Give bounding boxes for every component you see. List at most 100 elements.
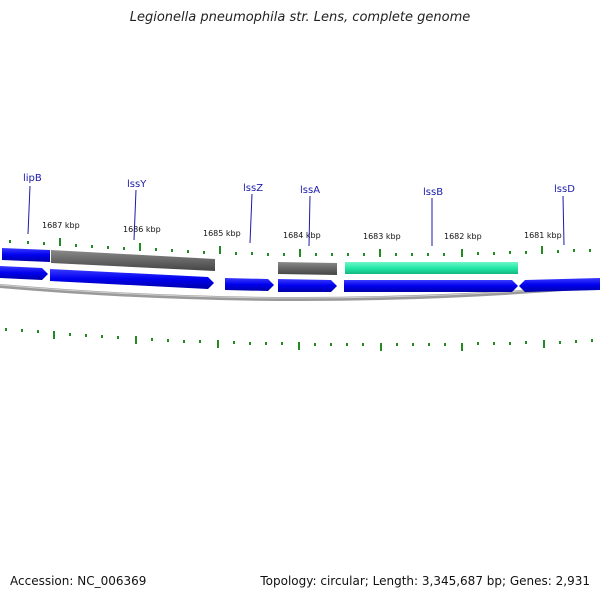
map-title: Legionella pneumophila str. Lens, comple… bbox=[129, 10, 471, 25]
tick-mark bbox=[299, 249, 301, 257]
tick-mark bbox=[379, 249, 381, 257]
gene-arrow[interactable] bbox=[278, 279, 337, 292]
tick-mark bbox=[575, 340, 577, 343]
tick-mark bbox=[380, 343, 382, 351]
genome-backbone-highlight bbox=[0, 284, 600, 299]
kbp-label: 1686 kbp bbox=[123, 225, 161, 234]
tick-mark bbox=[91, 245, 93, 248]
tick-mark bbox=[101, 335, 103, 338]
lower-strand-genes bbox=[0, 266, 600, 292]
tick-mark bbox=[477, 252, 479, 255]
tick-mark bbox=[411, 253, 413, 256]
tick-mark bbox=[315, 253, 317, 256]
tick-mark bbox=[233, 341, 235, 344]
tick-mark bbox=[167, 339, 169, 342]
tick-mark bbox=[509, 342, 511, 345]
genome-backbone bbox=[0, 284, 600, 301]
tick-mark bbox=[493, 342, 495, 345]
kbp-label: 1687 kbp bbox=[42, 221, 80, 230]
tick-mark bbox=[53, 331, 55, 339]
tick-mark bbox=[43, 242, 45, 245]
tick-mark bbox=[559, 341, 561, 344]
kbp-label: 1681 kbp bbox=[524, 231, 562, 240]
leader-line bbox=[249, 193, 253, 244]
tick-mark bbox=[525, 341, 527, 344]
tick-mark bbox=[543, 340, 545, 348]
gene-label-lssA: lssA bbox=[300, 185, 320, 196]
accession-label: Accession: NC_006369 bbox=[10, 574, 147, 588]
tick-mark bbox=[493, 252, 495, 255]
leader-line bbox=[562, 195, 565, 246]
tick-mark bbox=[573, 249, 575, 252]
tick-mark bbox=[37, 330, 39, 333]
tick-mark bbox=[443, 253, 445, 256]
tick-mark bbox=[298, 342, 300, 350]
tick-mark bbox=[187, 250, 189, 253]
kbp-label: 1683 kbp bbox=[363, 232, 401, 241]
tick-mark bbox=[347, 253, 349, 256]
gene-label-lssZ: lssZ bbox=[243, 183, 263, 194]
tick-mark bbox=[151, 338, 153, 341]
leader-line bbox=[133, 189, 137, 241]
gene-lipB[interactable] bbox=[2, 248, 50, 262]
upper-strand-genes bbox=[2, 248, 518, 275]
tick-mark bbox=[107, 246, 109, 249]
tick-mark bbox=[428, 343, 430, 346]
tick-mark bbox=[155, 248, 157, 251]
lower-tick-row bbox=[5, 328, 593, 351]
gene-lssA[interactable] bbox=[278, 262, 337, 275]
tick-mark bbox=[265, 342, 267, 345]
tick-mark bbox=[9, 240, 11, 243]
tick-mark bbox=[346, 343, 348, 346]
gene-arrow[interactable] bbox=[50, 269, 214, 289]
upper-tick-row bbox=[9, 238, 591, 257]
tick-mark bbox=[183, 340, 185, 343]
kbp-label: 1684 kbp bbox=[283, 231, 321, 240]
tick-mark bbox=[281, 342, 283, 345]
tick-mark bbox=[85, 334, 87, 337]
tick-mark bbox=[135, 336, 137, 344]
tick-mark bbox=[251, 252, 253, 255]
tick-mark bbox=[525, 251, 527, 254]
kbp-label: 1682 kbp bbox=[444, 232, 482, 241]
tick-mark bbox=[267, 253, 269, 256]
tick-mark bbox=[461, 249, 463, 257]
tick-mark bbox=[396, 343, 398, 346]
gene-arrow[interactable] bbox=[225, 278, 274, 291]
kbp-label: 1685 kbp bbox=[203, 229, 241, 238]
gene-lssY[interactable] bbox=[51, 250, 215, 271]
tick-mark bbox=[444, 343, 446, 346]
leader-line bbox=[308, 195, 311, 247]
tick-mark bbox=[362, 343, 364, 346]
gene-arrow[interactable] bbox=[344, 280, 518, 292]
tick-mark bbox=[541, 246, 543, 254]
tick-mark bbox=[557, 250, 559, 253]
tick-mark bbox=[203, 251, 205, 254]
tick-mark bbox=[589, 249, 591, 252]
gene-label-lssB: lssB bbox=[423, 187, 443, 198]
kbp-labels: 1687 kbp 1686 kbp 1685 kbp 1684 kbp 1683… bbox=[42, 221, 562, 241]
gene-label-lipB: lipB bbox=[23, 173, 42, 184]
gene-arrow[interactable] bbox=[519, 278, 600, 292]
tick-mark bbox=[217, 340, 219, 348]
tick-mark bbox=[249, 342, 251, 345]
genome-summary: Topology: circular; Length: 3,345,687 bp… bbox=[260, 574, 590, 588]
tick-mark bbox=[412, 343, 414, 346]
gene-lssB[interactable] bbox=[345, 262, 518, 274]
tick-mark bbox=[171, 249, 173, 252]
tick-mark bbox=[5, 328, 7, 331]
gene-label-leaders bbox=[27, 185, 565, 247]
tick-mark bbox=[330, 343, 332, 346]
tick-mark bbox=[69, 333, 71, 336]
tick-mark bbox=[27, 241, 29, 244]
tick-mark bbox=[331, 253, 333, 256]
tick-mark bbox=[461, 343, 463, 351]
tick-mark bbox=[199, 340, 201, 343]
tick-mark bbox=[117, 336, 119, 339]
gene-label-lssD: lssD bbox=[554, 184, 575, 195]
gene-arrow[interactable] bbox=[0, 266, 48, 280]
tick-mark bbox=[591, 339, 593, 342]
tick-mark bbox=[235, 252, 237, 255]
gene-labels: lipB lssY lssZ lssA lssB lssD bbox=[23, 173, 575, 198]
